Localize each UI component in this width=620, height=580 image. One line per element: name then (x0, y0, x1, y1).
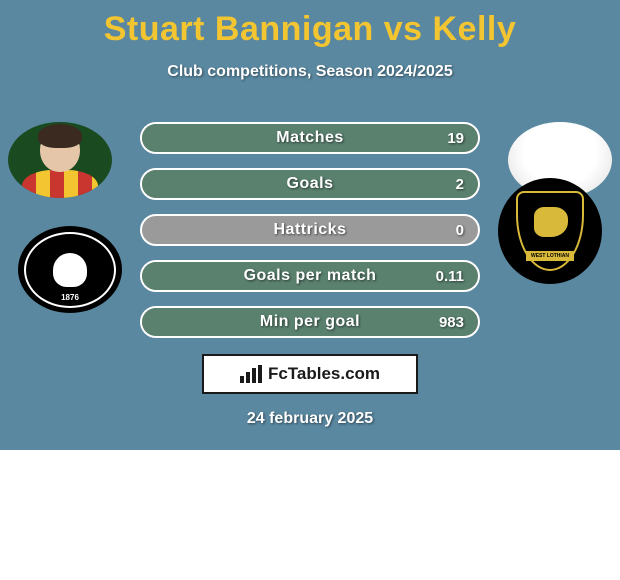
player-left-avatar (8, 122, 112, 198)
page-subtitle: Club competitions, Season 2024/2025 (0, 63, 620, 81)
page-title: Stuart Bannigan vs Kelly (0, 0, 620, 49)
stat-bar: Min per goal983 (140, 306, 480, 338)
stat-bar: Hattricks0 (140, 214, 480, 246)
stat-value-right: 0 (456, 222, 464, 239)
stat-label: Matches (142, 129, 478, 147)
club-left-founded: 1876 (61, 293, 79, 302)
date-label: 24 february 2025 (0, 410, 620, 428)
stat-value-right: 0.11 (436, 268, 464, 285)
club-left-crest: 1876 (18, 226, 122, 313)
stat-value-right: 983 (439, 314, 464, 331)
comparison-card: Stuart Bannigan vs Kelly Club competitio… (0, 0, 620, 450)
stat-value-right: 19 (447, 130, 464, 147)
bar-chart-icon (240, 365, 262, 383)
stat-bar: Goals2 (140, 168, 480, 200)
stat-label: Goals per match (142, 267, 478, 285)
club-right-crest: WEST LOTHIAN (498, 178, 602, 284)
brand-badge: FcTables.com (202, 354, 418, 394)
stat-label: Hattricks (142, 221, 478, 239)
stat-bar: Matches19 (140, 122, 480, 154)
brand-text: FcTables.com (268, 364, 380, 384)
stat-bar: Goals per match0.11 (140, 260, 480, 292)
stat-label: Min per goal (142, 313, 478, 331)
stat-value-right: 2 (456, 176, 464, 193)
club-right-banner: WEST LOTHIAN (526, 251, 574, 261)
stat-label: Goals (142, 175, 478, 193)
stat-bars: Matches19 Goals2 Hattricks0 Goals per match… (140, 122, 480, 352)
